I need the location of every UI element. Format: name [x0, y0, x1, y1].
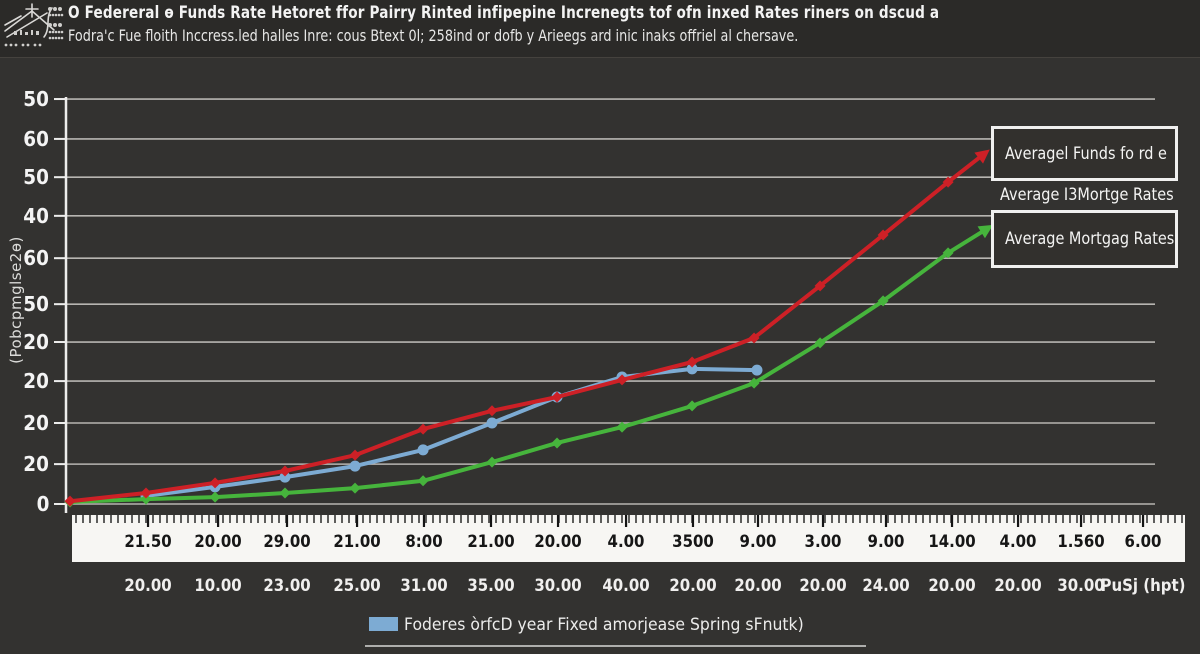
data-point-marker	[417, 444, 429, 456]
data-point-marker	[814, 280, 826, 292]
data-point-marker	[686, 363, 698, 375]
x-tick-label-bottom: 20.00	[994, 576, 1042, 596]
y-tick-label: 40	[23, 203, 49, 228]
series-line	[68, 151, 987, 504]
data-point-marker	[349, 482, 361, 494]
data-point-marker	[748, 332, 760, 344]
chart-title-line2: Fodra'c Fue floith Inccress.led halles I…	[68, 26, 799, 45]
data-point-marker	[209, 491, 221, 503]
y-tick-label: 0	[36, 492, 50, 516]
x-tick-label-bottom: 10.00	[194, 576, 242, 596]
x-tick-label-bottom: 25.00	[333, 576, 381, 596]
x-tick-label-bottom: 20.00	[124, 576, 172, 596]
series-arrowhead	[974, 149, 990, 164]
legend-box-funds-rate[interactable]: Averagel Funds fo rd e	[991, 126, 1178, 181]
legend-middle-label: Average I3Mortge Rates	[1000, 185, 1174, 205]
x-tick-label-top: 9.00	[867, 532, 905, 552]
x-tick-label-top: 3500	[672, 532, 714, 552]
bottom-legend-swatch	[369, 617, 398, 631]
x-tick-label-top: 21.50	[124, 532, 172, 552]
x-tick-label-top: 6.00	[1124, 532, 1162, 552]
x-tick-label-bottom: 31.00	[400, 576, 448, 596]
y-tick-label: 20	[23, 452, 49, 477]
scribble-logo-icon	[4, 3, 64, 47]
x-tick-label-top: 20.00	[534, 532, 582, 552]
x-tick-label-bottom: 20.00	[928, 576, 976, 596]
data-point-marker	[209, 477, 221, 489]
data-point-marker	[748, 377, 760, 389]
bottom-legend-label: Foderes òrfcD year Fixed amorjease Sprin…	[404, 615, 804, 635]
y-tick-label: 20	[23, 369, 49, 394]
data-point-marker	[551, 437, 563, 449]
y-tick-label: 20	[23, 411, 49, 435]
data-point-marker	[877, 295, 889, 307]
data-point-marker	[279, 471, 291, 483]
x-tick-label-bottom: 35.00	[467, 576, 515, 596]
x-tick-label-top: 20.00	[194, 532, 242, 552]
data-point-marker	[349, 460, 361, 472]
x-tick-label-bottom: PuSj (hpt)	[1100, 576, 1186, 596]
y-tick-label: 50	[23, 292, 49, 317]
x-tick-label-bottom: 30.00	[1057, 576, 1105, 596]
data-point-marker	[686, 356, 698, 368]
data-point-marker	[942, 176, 954, 188]
legend-middle-label-wrap: Average I3Mortge Rates	[1000, 185, 1200, 205]
data-point-marker	[140, 493, 152, 505]
data-point-marker	[486, 405, 498, 417]
y-tick-label: 50	[23, 87, 49, 112]
data-point-marker	[942, 247, 954, 259]
x-tick-label-bottom: 40.00	[602, 576, 650, 596]
data-point-marker	[486, 456, 498, 468]
chart-title-line1: O Federeral ɵ Funds Rate Hetoret ffor Pa…	[68, 3, 940, 23]
data-point-marker	[279, 487, 291, 499]
data-point-marker	[814, 337, 826, 349]
data-point-marker	[551, 391, 563, 403]
series-line	[68, 226, 991, 504]
x-tick-label-bottom: 24.00	[862, 576, 910, 596]
series-arrowhead	[977, 224, 994, 239]
data-point-marker	[349, 449, 361, 461]
legend-box-mortgage-rates-label: Average Mortgag Rates	[1005, 229, 1175, 249]
legend-box-mortgage-rates[interactable]: Average Mortgag Rates	[991, 210, 1178, 268]
data-point-marker	[417, 475, 429, 487]
x-tick-label-top: 3.00	[804, 532, 842, 552]
y-tick-label: 50	[23, 165, 49, 190]
x-tick-label-top: 4.00	[999, 532, 1037, 552]
x-tick-label-top: 4.00	[607, 532, 645, 552]
x-tick-label-top: 21.00	[333, 532, 381, 552]
data-point-marker	[417, 423, 429, 435]
x-tick-label-top: 21.00	[467, 532, 515, 552]
data-point-marker	[486, 417, 498, 429]
data-point-marker	[279, 465, 291, 477]
x-tick-label-top: 8:00	[405, 532, 443, 552]
header-bar: O Federeral ɵ Funds Rate Hetoret ffor Pa…	[0, 0, 1200, 58]
x-tick-label-bottom: 20.00	[669, 576, 717, 596]
x-tick-label-top: 14.00	[928, 532, 976, 552]
data-point-marker	[616, 374, 628, 386]
x-tick-label-bottom: 23.00	[263, 576, 311, 596]
data-point-marker	[140, 487, 152, 499]
x-tick-label-bottom: 20.00	[799, 576, 847, 596]
gridlines-group	[66, 98, 1155, 505]
data-point-marker	[877, 229, 889, 241]
y-tick-label: 20	[23, 330, 49, 354]
legend-box-funds-rate-label: Averagel Funds fo rd e	[1005, 143, 1167, 164]
axes-group	[54, 97, 1185, 562]
y-tick-label: 60	[23, 246, 49, 271]
series-line	[144, 366, 759, 498]
data-point-marker	[751, 364, 763, 376]
data-point-marker	[64, 495, 76, 507]
x-tick-label-bottom: 20.00	[734, 576, 782, 596]
series-group	[64, 149, 994, 508]
x-tick-label-top: 1.560	[1057, 532, 1105, 552]
x-tick-label-top: 29.00	[263, 532, 311, 552]
x-tick-label-bottom: 30.00	[534, 576, 582, 596]
x-tick-label-top: 9.00	[739, 532, 777, 552]
data-point-marker	[616, 421, 628, 433]
y-tick-label: 60	[23, 126, 49, 151]
data-point-marker	[686, 400, 698, 412]
bottom-legend-group	[365, 617, 866, 647]
